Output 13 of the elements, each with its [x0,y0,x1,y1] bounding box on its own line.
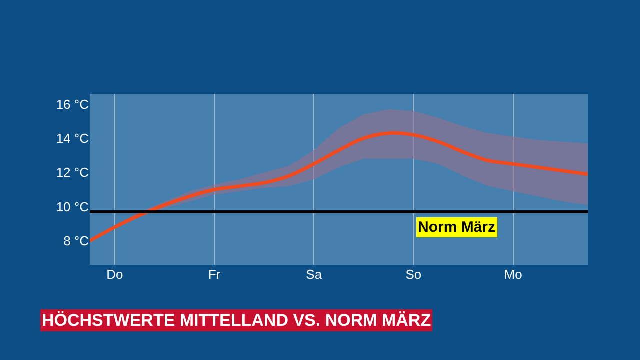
line-series [90,131,588,243]
x-tick-label: Mo [504,267,522,282]
x-tick-label: Do [106,267,124,282]
y-tick-label: 10 °C [56,199,89,214]
x-tick-label: Fr [208,267,222,282]
y-tick-label: 14 °C [56,131,89,146]
x-tick-label: Sa [306,267,323,282]
text: HÖCHSTWERTE MITTELLAND VS. NORM MÄRZ [42,311,432,330]
y-tick-label: 8 °C [64,234,89,249]
y-tick-label: 16 °C [56,96,89,112]
x-tick-label: So [406,267,422,282]
y-tick-label: 12 °C [56,165,89,180]
ref-line-label: Norm März [418,219,496,236]
